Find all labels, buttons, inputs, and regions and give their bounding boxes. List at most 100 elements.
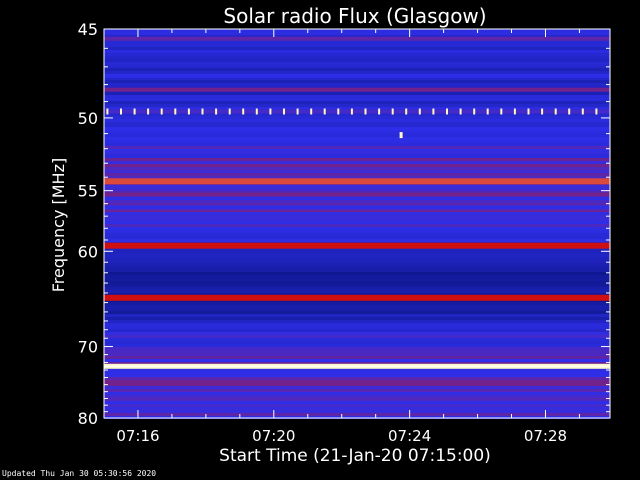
spectrum-row <box>104 32 610 35</box>
spike-mark <box>541 108 544 115</box>
spectrum-row <box>104 359 610 362</box>
spectrum-row <box>104 287 610 290</box>
spectrum-row <box>104 173 610 176</box>
spectrum-row <box>104 131 610 134</box>
spectrum-row <box>104 65 610 68</box>
spectrum-row <box>104 224 610 227</box>
spike-mark <box>391 108 394 115</box>
spike-mark <box>201 108 204 115</box>
spectrum-row <box>104 374 610 377</box>
spectrum-row <box>104 344 610 347</box>
spectrum-row <box>104 41 610 44</box>
spectrum-row <box>104 146 610 149</box>
spectrum-row <box>104 284 610 287</box>
spectrum-row <box>104 92 610 95</box>
plot-frame <box>103 28 611 419</box>
spectrum-row <box>104 191 610 194</box>
spectrum-row <box>104 404 610 407</box>
band-49.6 <box>104 109 610 114</box>
spectrum-row <box>104 272 610 275</box>
band-50.7 <box>104 127 610 131</box>
spike-mark <box>310 108 313 115</box>
spectrum-row <box>104 77 610 80</box>
spectrum-row <box>104 203 610 206</box>
spectrum-row <box>104 251 610 254</box>
spectrum-row <box>104 248 610 251</box>
spike-mark <box>364 108 367 115</box>
spectrum-row <box>104 104 610 107</box>
spike-mark <box>378 108 381 115</box>
spectrum-row <box>104 281 610 284</box>
spectrum-row <box>104 383 610 386</box>
spectrum-row <box>104 80 610 83</box>
band-56.3 <box>104 205 610 210</box>
y-tick-label: 55 <box>78 182 98 201</box>
spike-mark <box>337 108 340 115</box>
spike-mark <box>187 108 190 115</box>
spectrum-row <box>104 176 610 179</box>
band-peak-core <box>104 365 610 368</box>
spike-mark <box>595 108 598 115</box>
spectrum-row <box>104 29 610 32</box>
spectrum-row <box>104 356 610 359</box>
spectrum-row <box>104 137 610 140</box>
spike-mark <box>568 108 571 115</box>
spike-mark <box>269 108 272 115</box>
spectrum-row <box>104 101 610 104</box>
y-tick-label: 80 <box>78 409 98 428</box>
spectrum-row <box>104 113 610 116</box>
spike-mark <box>147 108 150 115</box>
plot-area <box>103 28 611 419</box>
spectrum-row <box>104 371 610 374</box>
spectrum-row <box>104 350 610 353</box>
chart-title: Solar radio Flux (Glasgow) <box>223 4 486 28</box>
spectrum-row <box>104 407 610 410</box>
spectrum-row <box>104 293 610 296</box>
spectrum-row <box>104 353 610 356</box>
spectrum-row <box>104 230 610 233</box>
y-axis-label: Frequency [MHz] <box>49 158 68 292</box>
spectrum-row <box>104 320 610 323</box>
spectrum-row <box>104 338 610 341</box>
y-axis-label-unit: [MHz] <box>49 158 68 205</box>
spectrum-row <box>104 44 610 47</box>
spike-mark <box>581 108 584 115</box>
spectrum-row <box>104 35 610 38</box>
x-tick-label: 07:24 <box>388 427 431 445</box>
spectrum-row <box>104 164 610 167</box>
spectrum-row <box>104 218 610 221</box>
spectrum-row <box>104 140 610 143</box>
spike-mark <box>527 108 530 115</box>
spike-mark <box>296 108 299 115</box>
spectrum-row <box>104 413 610 416</box>
spectrum-row <box>104 275 610 278</box>
spectrum-row <box>104 347 610 350</box>
spectrum-row <box>104 71 610 74</box>
spectrum-row <box>104 122 610 125</box>
spectrum-row <box>104 83 610 86</box>
x-tick-label: 07:20 <box>252 427 295 445</box>
spectrum-row <box>104 341 610 344</box>
spectrum-row <box>104 68 610 71</box>
spectrum-row <box>104 236 610 239</box>
spike-mark <box>459 108 462 115</box>
spectrum-row <box>104 98 610 101</box>
y-tick-label: 45 <box>78 20 98 39</box>
spectrum-row <box>104 152 610 155</box>
y-tick-label: 60 <box>78 242 98 261</box>
spectrum-row <box>104 335 610 338</box>
spectrum-row <box>104 119 610 122</box>
spike-mark <box>473 108 476 115</box>
spectrum-row <box>104 200 610 203</box>
band-54.3 <box>104 178 610 185</box>
spectrum-row <box>104 125 610 128</box>
spike-mark <box>350 108 353 115</box>
spectrum-row <box>104 395 610 398</box>
spectrum-row <box>104 185 610 188</box>
y-tick-label: 50 <box>78 109 98 128</box>
spectrum-row <box>104 317 610 320</box>
x-axis-label: Start Time (21-Jan-20 07:15:00) <box>219 446 491 466</box>
spectrum-row <box>104 278 610 281</box>
spectrum-row <box>104 263 610 266</box>
spike-mark <box>283 108 285 115</box>
